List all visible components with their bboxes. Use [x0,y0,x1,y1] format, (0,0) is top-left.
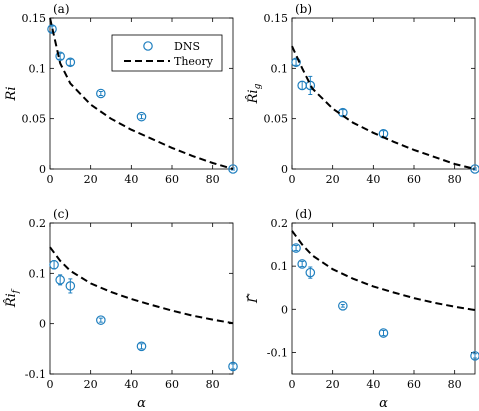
y-tick-label: 0.05 [264,113,289,126]
theory-curve [49,17,234,170]
dns-point [378,328,389,338]
dns-point [291,57,301,68]
panel-label: (b) [295,2,312,16]
x-tick-label: 20 [326,378,340,391]
panel-label: (a) [53,2,70,16]
dns-point [470,164,479,174]
dns-point [136,111,147,122]
y-tick-label: 0.1 [271,62,289,75]
x-tick-label: 40 [124,378,138,391]
y-tick-label: 0.15 [264,12,289,25]
y-tick-label: 0 [39,163,46,176]
x-tick-label: 40 [366,378,380,391]
dns-point [49,259,59,270]
legend-marker-dns [143,41,153,51]
dns-point [297,259,307,269]
y-tick-label: 0.1 [29,62,47,75]
y-tick-label: 0.2 [29,217,47,230]
panel-a: 0 20 40 60 80 0 0.05 0.1 0.15 (a) Ri DNS Theory [4,2,238,186]
x-axis-label: α [379,396,388,411]
y-tick-label: 0.05 [22,113,47,126]
dns-point [228,361,238,372]
legend-label-dns: DNS [174,40,200,53]
x-tick-label: 20 [326,173,340,186]
dns-point [65,281,76,291]
x-tick-label: 80 [206,173,220,186]
legend-label-theory: Theory [174,55,214,68]
theory-curve [49,246,234,325]
y-axis-label: R̂if [3,288,21,308]
x-tick-label: 60 [165,173,179,186]
x-tick-label: 60 [165,378,179,391]
theory-curve [291,45,476,170]
dns-point [305,267,316,278]
x-tick-label: 60 [407,378,421,391]
panel-b: 0 20 40 60 80 0 0.05 0.1 0.15 (b) R̂ig [245,2,479,186]
panel-c: 0 20 40 60 80-0.100.10.2(c)R̂ifα [3,207,238,411]
x-tick-label: 80 [448,173,462,186]
dns-point [305,80,316,91]
dns-point [55,51,65,62]
dns-point [228,164,238,174]
axes-frame [49,222,234,375]
legend-box [111,34,223,72]
dns-point [470,351,479,361]
y-tick-label: 0.1 [29,267,47,280]
x-axis-label: α [137,396,146,411]
dns-point [291,243,301,253]
x-tick-label: 0 [47,173,54,186]
x-tick-label: 60 [407,173,421,186]
y-tick-label: 0 [281,163,288,176]
axes-frame [291,222,476,375]
panel-label: (c) [53,207,69,221]
dns-point [338,301,348,311]
x-tick-label: 0 [289,378,296,391]
legend: DNS Theory [111,34,223,72]
x-tick-label: 80 [448,378,462,391]
x-tick-label: 20 [84,378,98,391]
x-tick-label: 0 [289,173,296,186]
dns-point [96,88,106,99]
y-tick-label: 0 [281,303,288,316]
x-tick-label: 40 [124,173,138,186]
x-tick-label: 40 [366,173,380,186]
y-axis-label: Γ̂ [246,293,261,304]
y-tick-label: 0.15 [22,12,47,25]
dns-point [65,57,76,68]
panel-label: (d) [295,207,312,221]
dns-point [136,341,147,352]
x-tick-label: 0 [47,378,54,391]
dns-point [96,315,106,325]
x-tick-label: 20 [84,173,98,186]
y-axis-label: R̂ig [245,83,263,104]
x-tick-label: 80 [206,378,220,391]
y-tick-label: 0 [39,318,46,331]
dns-point [47,24,57,34]
y-tick-label: -0.1 [267,346,288,359]
y-axis-label: Ri [4,87,19,102]
axes-frame [291,17,476,170]
y-tick-label: -0.1 [25,368,46,381]
panel-d: 0 20 40 60 80 -0.1 0 0.1 0.2 (d) Γ̂ α [246,207,479,411]
dns-point [55,275,65,285]
y-tick-label: 0.2 [271,217,289,230]
axes-frame [49,17,234,170]
theory-curve [291,230,476,312]
y-tick-label: 0.1 [271,260,289,273]
